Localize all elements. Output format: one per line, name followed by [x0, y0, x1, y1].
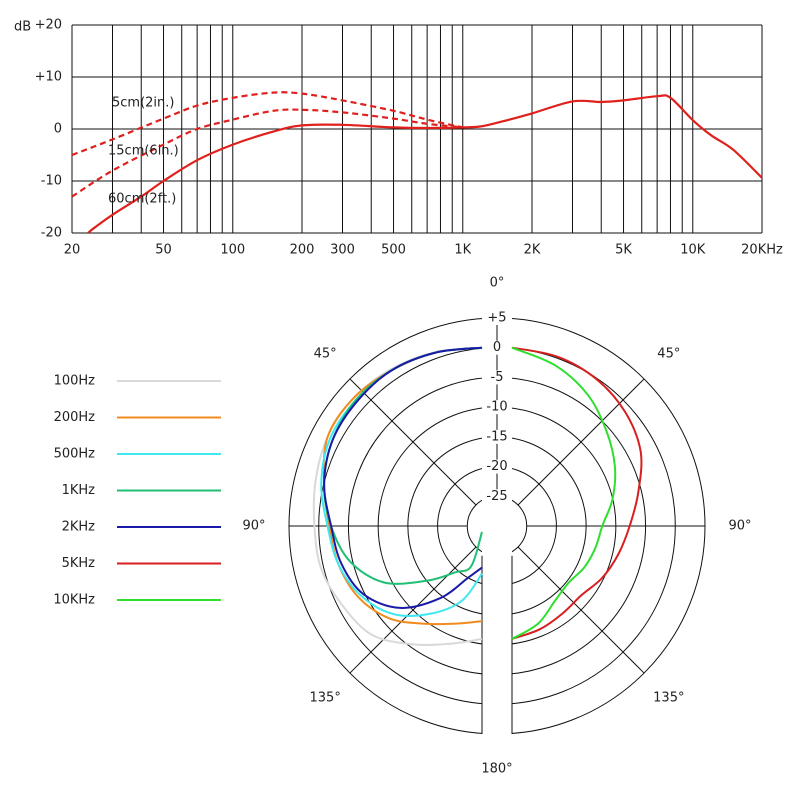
x-tick-label: 2K — [524, 243, 541, 258]
polar-curve — [511, 346, 643, 640]
angle-label: 135° — [310, 690, 341, 705]
y-tick-label: -20 — [41, 226, 62, 241]
angle-label: 45° — [657, 347, 680, 362]
response-line — [87, 94, 762, 233]
polar-curve — [511, 346, 617, 640]
x-tick-label: 10K — [680, 243, 706, 258]
x-tick-label: 200 — [290, 243, 315, 258]
y-tick-label: 0 — [54, 122, 62, 137]
response-line — [72, 91, 464, 157]
scale-label-bg — [483, 311, 511, 325]
spoke — [349, 378, 477, 506]
r-tick-label: -20 — [486, 459, 507, 474]
spoke — [517, 546, 645, 674]
series-annotation: 5cm(2in.) — [112, 96, 174, 111]
legend-label: 500Hz — [54, 447, 96, 462]
x-tick-label: 500 — [381, 243, 406, 258]
scale-label-bg — [483, 340, 511, 355]
angle-label: 135° — [653, 690, 684, 705]
polar-curve — [323, 346, 483, 609]
response-line — [72, 108, 463, 198]
r-tick-label: +5 — [487, 311, 506, 326]
x-tick-label: 50 — [155, 243, 172, 258]
y-tick-label: -10 — [41, 174, 62, 189]
r-tick-label: 0 — [493, 340, 501, 355]
angle-label: 180° — [481, 762, 512, 777]
x-tick-label: 5K — [615, 243, 632, 258]
r-tick-label: -10 — [486, 400, 507, 415]
center-hole — [468, 497, 526, 555]
x-tick-label: 100 — [220, 243, 245, 258]
legend-label: 10KHz — [53, 593, 95, 608]
r-tick-label: -15 — [486, 429, 507, 444]
y-axis-label: dB — [14, 20, 31, 35]
series-annotation: 60cm(2ft.) — [108, 192, 176, 207]
angle-label: 45° — [314, 347, 337, 362]
y-tick-label: +10 — [35, 70, 62, 85]
polar-curve — [312, 346, 483, 647]
angle-label: 90° — [242, 519, 265, 534]
spoke — [517, 378, 645, 506]
x-tick-label: 300 — [330, 243, 355, 258]
scale-label-bg — [483, 370, 511, 385]
r-tick-label: -5 — [491, 370, 504, 385]
frequency-response-chart: -20 -10 0 +10 +20 dB 20 50 100 200 300 500 1K 2K 5K 10K… — [14, 18, 783, 258]
x-tick-label: 20 — [64, 243, 81, 258]
scale-label-bg — [483, 459, 511, 474]
legend-label: 100Hz — [54, 374, 96, 389]
scale-label-bg — [483, 400, 511, 415]
angle-label: 90° — [728, 519, 751, 534]
r-tick-label: -25 — [486, 489, 507, 504]
angle-label: 0° — [490, 276, 505, 291]
x-tick-label: 1K — [454, 243, 471, 258]
x-tick-label: 20KHz — [741, 243, 783, 258]
polar-chart: 0° 45° 45° 90° 90° 135° 135° 180° +5 0 -5 -10 -15 -20… — [53, 276, 751, 777]
series-annotation: 15cm(6in.) — [108, 144, 179, 159]
scale-label-bg — [483, 429, 511, 444]
scale-label-bg — [483, 489, 511, 504]
legend-label: 5KHz — [62, 556, 96, 571]
y-tick-label: +20 — [35, 18, 62, 33]
legend-label: 1KHz — [62, 483, 96, 498]
spoke — [349, 546, 477, 674]
polar-curve — [323, 346, 483, 585]
legend-label: 2KHz — [62, 520, 96, 535]
legend-label: 200Hz — [54, 410, 96, 425]
